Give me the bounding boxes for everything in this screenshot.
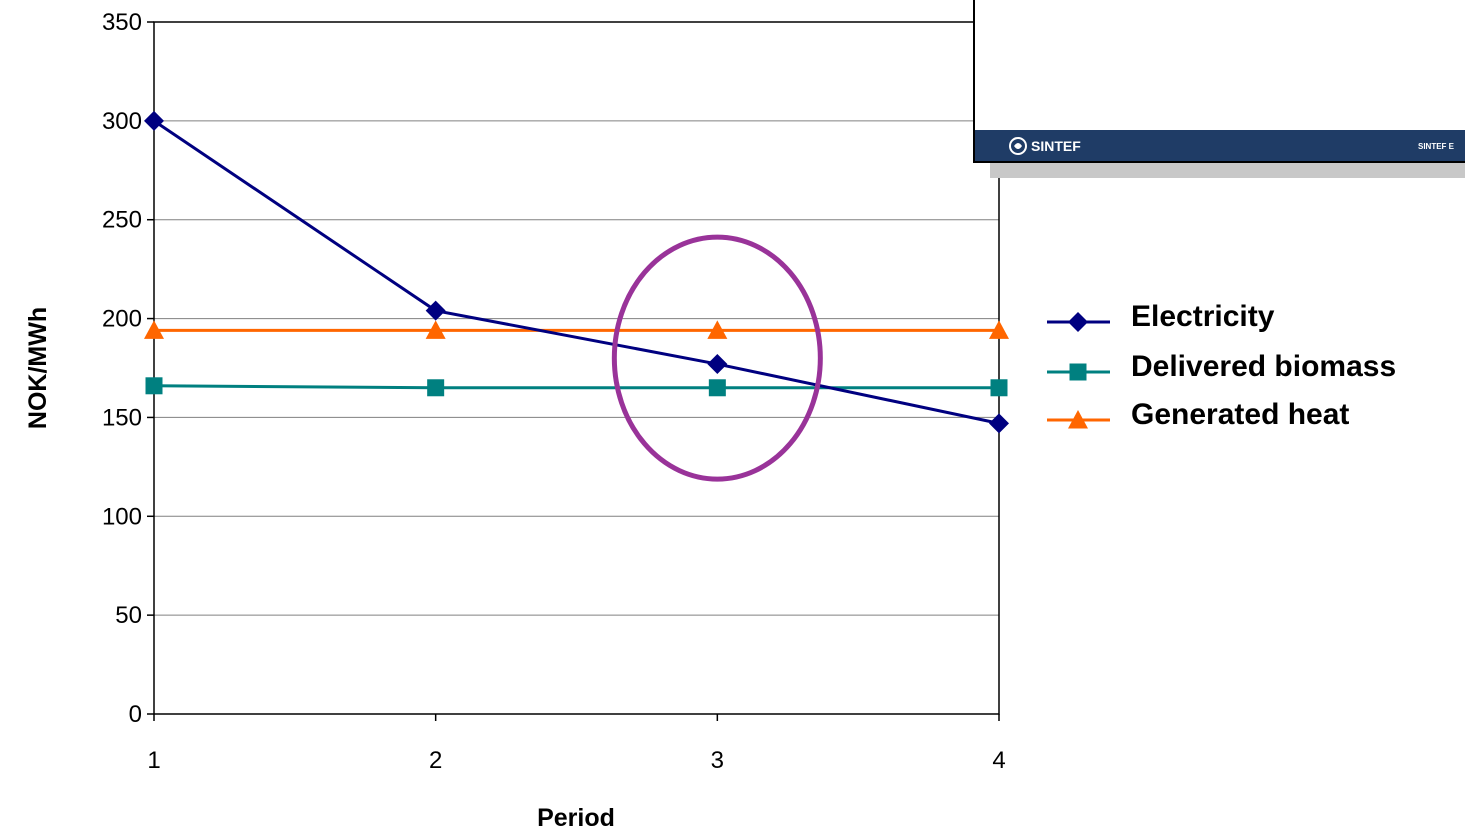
series-delivered-biomass <box>145 377 1008 397</box>
y-axis-title: NOK/MWh <box>24 307 52 429</box>
slide-overlay: SINTEF SINTEF E <box>973 0 1465 178</box>
data-point-triangle <box>707 320 728 339</box>
data-point-square <box>145 377 163 395</box>
y-tick-label: 150 <box>102 404 142 431</box>
data-point-square <box>708 379 726 397</box>
series-line <box>153 119 1000 425</box>
series-line <box>153 384 999 390</box>
y-tick-label: 0 <box>129 701 142 728</box>
x-tick-label: 1 <box>147 747 160 774</box>
data-point-square <box>1069 363 1087 381</box>
y-tick-label: 50 <box>115 602 142 629</box>
overlay-footer-text: SINTEF E <box>1418 142 1455 151</box>
data-point-square <box>990 379 1008 397</box>
legend-item: Generated heat <box>1047 398 1349 431</box>
sintef-logo-icon <box>1009 137 1027 155</box>
legend: Electricity Delivered biomass Generated he… <box>1047 300 1396 431</box>
legend-label: Generated heat <box>1131 398 1349 431</box>
data-point-square <box>427 379 445 397</box>
data-point-triangle <box>144 320 164 339</box>
data-point-diamond <box>707 354 728 375</box>
x-tick-label: 2 <box>429 747 442 774</box>
data-point-diamond <box>144 110 164 131</box>
gridlines <box>154 120 999 616</box>
y-tick-label: 200 <box>102 306 142 333</box>
highlight-ellipse <box>611 234 823 482</box>
x-tick-label: 3 <box>711 747 724 774</box>
plot-area-border <box>153 21 1000 715</box>
y-tick-label: 100 <box>102 503 142 530</box>
overlay-shadow <box>990 160 1465 178</box>
legend-label: Delivered biomass <box>1131 350 1396 383</box>
series-layer <box>144 110 1009 434</box>
data-point-diamond <box>425 300 446 321</box>
series-electricity <box>144 110 1009 434</box>
highlight-annotation <box>611 234 823 482</box>
y-tick-label: 350 <box>102 9 142 36</box>
legend-item: Electricity <box>1047 300 1275 333</box>
legend-item: Delivered biomass <box>1047 350 1396 383</box>
data-point-triangle <box>425 320 446 339</box>
sintef-logo-text: SINTEF <box>1031 138 1081 154</box>
data-point-triangle <box>989 320 1009 339</box>
x-axis-ticks: 1 2 3 4 <box>147 714 1006 774</box>
y-axis-ticks: 0 50 100 150 200 250 300 350 <box>102 9 154 728</box>
series-generated-heat <box>144 320 1009 339</box>
data-point-diamond <box>1068 312 1088 332</box>
data-point-diamond <box>989 413 1009 434</box>
y-tick-label: 250 <box>102 207 142 234</box>
legend-label: Electricity <box>1131 300 1275 333</box>
x-axis-title: Period <box>537 804 615 832</box>
x-tick-label: 4 <box>992 747 1005 774</box>
data-point-triangle <box>1068 410 1088 429</box>
overlay-footer-bar <box>975 130 1465 161</box>
y-tick-label: 300 <box>102 108 142 135</box>
